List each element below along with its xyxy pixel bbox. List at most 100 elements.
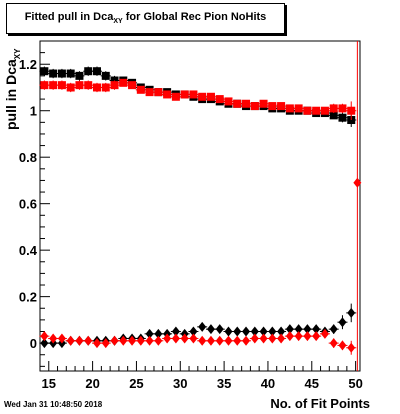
series-3-point-marker bbox=[294, 331, 303, 342]
x-tick-label: 20 bbox=[85, 376, 99, 391]
series-1-point-marker bbox=[294, 104, 303, 113]
series-3-point-marker bbox=[215, 335, 224, 346]
series-2-point-marker bbox=[242, 326, 251, 337]
x-tick-label: 25 bbox=[129, 376, 143, 391]
series-1-point-marker bbox=[136, 85, 145, 94]
series-3-point-marker bbox=[250, 333, 259, 344]
series-3-point-marker bbox=[136, 335, 145, 346]
x-tick-label: 30 bbox=[173, 376, 187, 391]
series-2-point-marker bbox=[294, 324, 303, 335]
x-tick-label: 15 bbox=[42, 376, 56, 391]
timestamp: Wed Jan 31 10:48:50 2018 bbox=[4, 400, 103, 409]
y-tick-label: 0.4 bbox=[19, 243, 38, 258]
series-2-point-marker bbox=[215, 324, 224, 335]
series-2-point-marker bbox=[312, 324, 321, 335]
series-2-point-marker bbox=[303, 324, 312, 335]
series-1-point-marker bbox=[206, 92, 215, 101]
series-1-point-marker bbox=[154, 88, 163, 97]
series-1-point-marker bbox=[171, 92, 180, 101]
series-0-point-marker bbox=[49, 69, 58, 78]
x-axis-label: No. of Fit Points bbox=[270, 396, 370, 411]
series-1-point-marker bbox=[101, 83, 110, 92]
series-3-point-marker bbox=[119, 335, 128, 346]
series-3-point-marker bbox=[224, 335, 233, 346]
series-1-point-marker bbox=[180, 90, 189, 99]
series-3-point-marker bbox=[57, 333, 66, 344]
series-3-point-marker bbox=[312, 331, 321, 342]
series-2-point-marker bbox=[250, 326, 259, 337]
series-2-point-marker bbox=[189, 326, 198, 337]
series-3-point-marker bbox=[180, 333, 189, 344]
series-3-point-marker bbox=[75, 335, 84, 346]
series-0-point-marker bbox=[40, 67, 49, 76]
series-1-point-marker bbox=[40, 81, 49, 90]
x-tick-label: 35 bbox=[217, 376, 231, 391]
series-2-point-marker bbox=[206, 324, 215, 335]
series-3-point-marker bbox=[84, 335, 93, 346]
series-3-point-marker bbox=[347, 342, 356, 353]
series-3-point-marker bbox=[303, 331, 312, 342]
series-3-point-marker bbox=[110, 335, 119, 346]
series-2-point-marker bbox=[268, 326, 277, 337]
series-3-point-marker bbox=[242, 335, 251, 346]
x-tick-label: 40 bbox=[261, 376, 275, 391]
series-2-point-marker bbox=[285, 324, 294, 335]
series-2-point-marker bbox=[329, 324, 338, 335]
series-1-point-marker bbox=[110, 81, 119, 90]
series-0-point-marker bbox=[57, 69, 66, 78]
series-2-point-marker bbox=[338, 317, 347, 328]
series-1-point-marker bbox=[250, 102, 259, 111]
series-2-point-marker bbox=[171, 326, 180, 337]
series-1-point-marker bbox=[92, 83, 101, 92]
series-3-point-marker bbox=[268, 333, 277, 344]
series-3-point-marker bbox=[206, 335, 215, 346]
series-3-point-marker bbox=[198, 335, 207, 346]
series-0-point-marker bbox=[75, 71, 84, 80]
series-3-point-marker bbox=[154, 335, 163, 346]
series-3-point-marker bbox=[49, 333, 58, 344]
series-1-point-marker bbox=[303, 106, 312, 115]
series-2-point-marker bbox=[233, 326, 242, 337]
series-3-point-marker bbox=[259, 333, 268, 344]
outlier-marker bbox=[353, 177, 362, 188]
series-1-point-marker bbox=[268, 102, 277, 111]
y-axis-label: pull in DcaXY bbox=[3, 48, 22, 130]
chart-title: Fitted pull in DcaXY for Global Rec Pion… bbox=[24, 11, 267, 26]
series-3-point-marker bbox=[277, 333, 286, 344]
series-2-point-marker bbox=[347, 307, 356, 318]
series-0-point-marker bbox=[338, 113, 347, 122]
series-3-point-marker bbox=[92, 338, 101, 349]
y-tick-label: 1.2 bbox=[19, 57, 37, 72]
series-1-point-marker bbox=[329, 104, 338, 113]
series-3-point-marker bbox=[320, 328, 329, 339]
chart-title-box: Fitted pull in DcaXY for Global Rec Pion… bbox=[6, 3, 285, 34]
series-3-point-marker bbox=[338, 340, 347, 351]
y-tick-label: 0.2 bbox=[19, 290, 37, 305]
series-1-point-marker bbox=[285, 104, 294, 113]
series-3-point-marker bbox=[66, 335, 75, 346]
series-1-point-marker bbox=[242, 99, 251, 108]
series-0-point-marker bbox=[66, 69, 75, 78]
series-1-point-marker bbox=[49, 81, 58, 90]
series-1-point-marker bbox=[128, 81, 137, 90]
y-tick-label: 0.8 bbox=[19, 150, 37, 165]
series-0-point-marker bbox=[92, 67, 101, 76]
series-1-point-marker bbox=[145, 88, 154, 97]
series-1-point-marker bbox=[75, 81, 84, 90]
series-1-point-marker bbox=[215, 95, 224, 104]
series-2-point-marker bbox=[198, 321, 207, 332]
series-2-point-marker bbox=[259, 326, 268, 337]
series-2-point-marker bbox=[277, 326, 286, 337]
series-3-point-marker bbox=[233, 335, 242, 346]
series-3-point-marker bbox=[145, 335, 154, 346]
series-1-point-marker bbox=[189, 90, 198, 99]
series-0-point-marker bbox=[329, 111, 338, 120]
series-3-point-marker bbox=[285, 331, 294, 342]
y-tick-label: 1 bbox=[30, 104, 37, 119]
series-1-point-marker bbox=[84, 81, 93, 90]
series-3-point-marker bbox=[128, 335, 137, 346]
plot-frame bbox=[39, 40, 361, 372]
series-1-point-marker bbox=[224, 97, 233, 106]
x-tick-label: 50 bbox=[348, 376, 362, 391]
